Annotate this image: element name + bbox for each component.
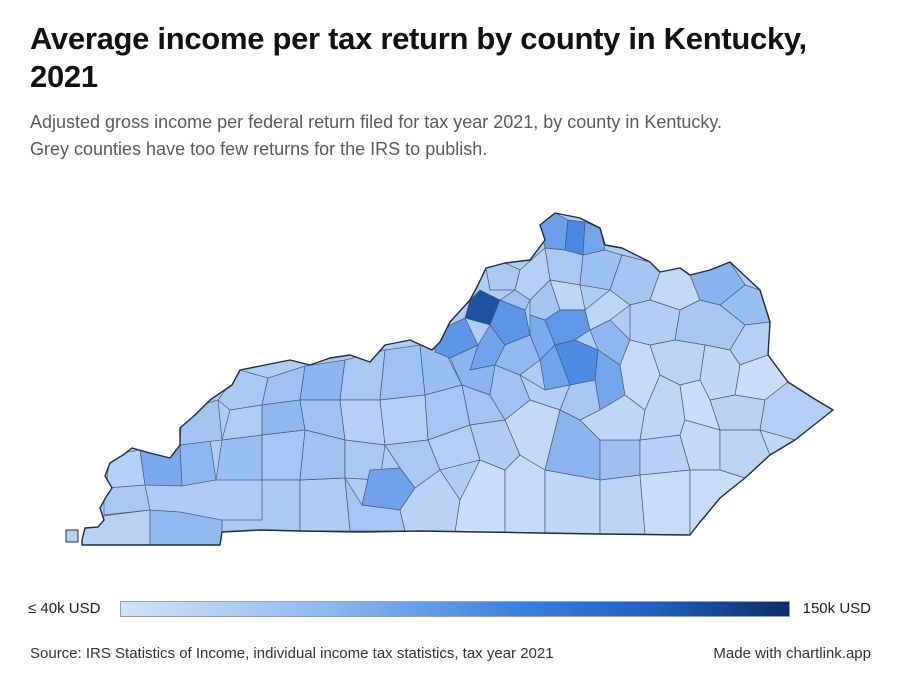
county [464,289,501,326]
legend-max-label: 150k USD [802,600,871,617]
kentucky-county-map [65,212,834,546]
county [564,219,586,256]
county [339,399,386,446]
county [299,477,351,532]
county [544,247,584,286]
county [179,439,217,487]
county-polygons [82,213,833,545]
county [105,449,146,489]
county [639,469,691,536]
kentucky-bend-exclave [65,529,79,543]
county [709,394,766,431]
county [579,249,623,291]
county [261,399,306,436]
county [379,344,426,401]
chart-subtitle: Adjusted gross income per federal return… [30,109,870,163]
legend-color-scale [120,601,790,617]
subtitle-line-1: Adjusted gross income per federal return… [30,112,723,132]
county [719,429,771,479]
kentucky-outline [81,212,834,546]
county [379,394,429,446]
county [261,429,306,481]
county [299,359,346,401]
county [494,334,541,376]
credit-note: Made with chartlink.app [713,645,871,662]
source-note: Source: IRS Statistics of Income, indivi… [30,645,554,662]
county [582,221,606,256]
county [599,474,646,535]
county [215,434,263,481]
county [599,439,641,481]
county [149,509,223,545]
subtitle-line-2: Grey counties have too few returns for t… [30,139,488,159]
county [504,399,561,471]
county [544,469,601,535]
legend-min-label: ≤ 40k USD [28,600,101,617]
chart-title: Average income per tax return by county … [30,21,807,94]
county [584,289,631,331]
county [539,213,569,251]
